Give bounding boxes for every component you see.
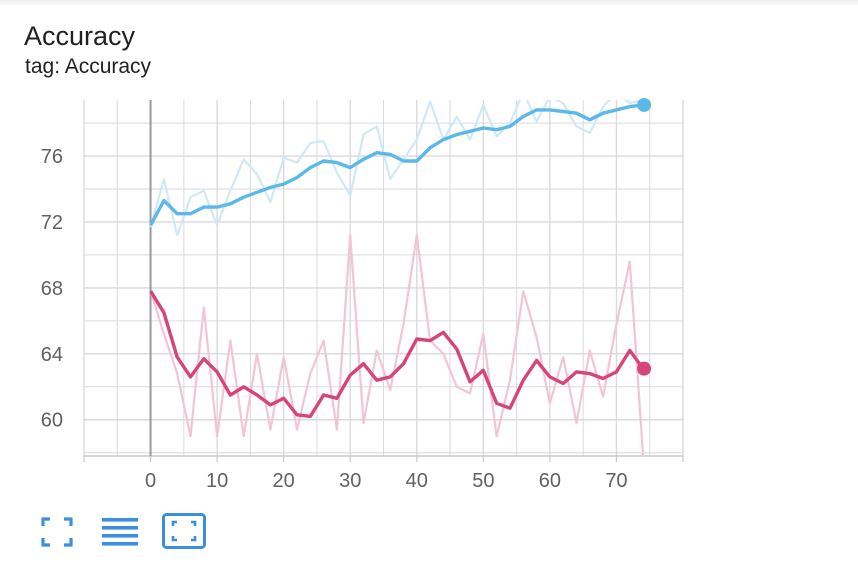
series-end-marker <box>637 97 652 112</box>
x-tick-label: 20 <box>273 470 295 490</box>
fit-domain-icon <box>162 513 206 549</box>
y-tick-label: 72 <box>41 212 63 234</box>
fullscreen-button[interactable] <box>34 512 80 552</box>
chart-title: Accuracy <box>24 21 136 51</box>
chart-subtitle: tag: Accuracy <box>25 55 152 78</box>
fullscreen-icon <box>41 517 73 547</box>
x-tick-label: 40 <box>406 470 428 490</box>
series-end-marker <box>637 361 652 376</box>
x-tick-label: 60 <box>539 470 561 490</box>
x-tick-label: 70 <box>605 470 627 490</box>
fit-domain-button[interactable] <box>160 512 206 552</box>
toggle-data-table-button[interactable] <box>97 512 143 552</box>
x-tick-label: 30 <box>339 470 361 490</box>
line-chart[interactable]: 0 10 20 30 40 50 60 70 60 64 68 72 76 <box>0 90 858 490</box>
y-tick-label: 68 <box>41 278 63 300</box>
smoothed-series-line <box>149 290 645 419</box>
x-tick-label: 50 <box>472 470 494 490</box>
smoothed-series-line <box>149 103 644 227</box>
x-tick-label: 0 <box>145 470 156 490</box>
y-tick-label: 64 <box>41 344 63 366</box>
series-group <box>149 100 645 456</box>
raw-series-line <box>149 234 645 456</box>
raw-series-line <box>149 100 644 237</box>
y-tick-label: 60 <box>41 410 63 432</box>
card-top-shadow <box>0 0 858 6</box>
data-table-icon <box>102 518 138 546</box>
x-tick-label: 10 <box>206 470 228 490</box>
y-tick-label: 76 <box>41 146 63 168</box>
